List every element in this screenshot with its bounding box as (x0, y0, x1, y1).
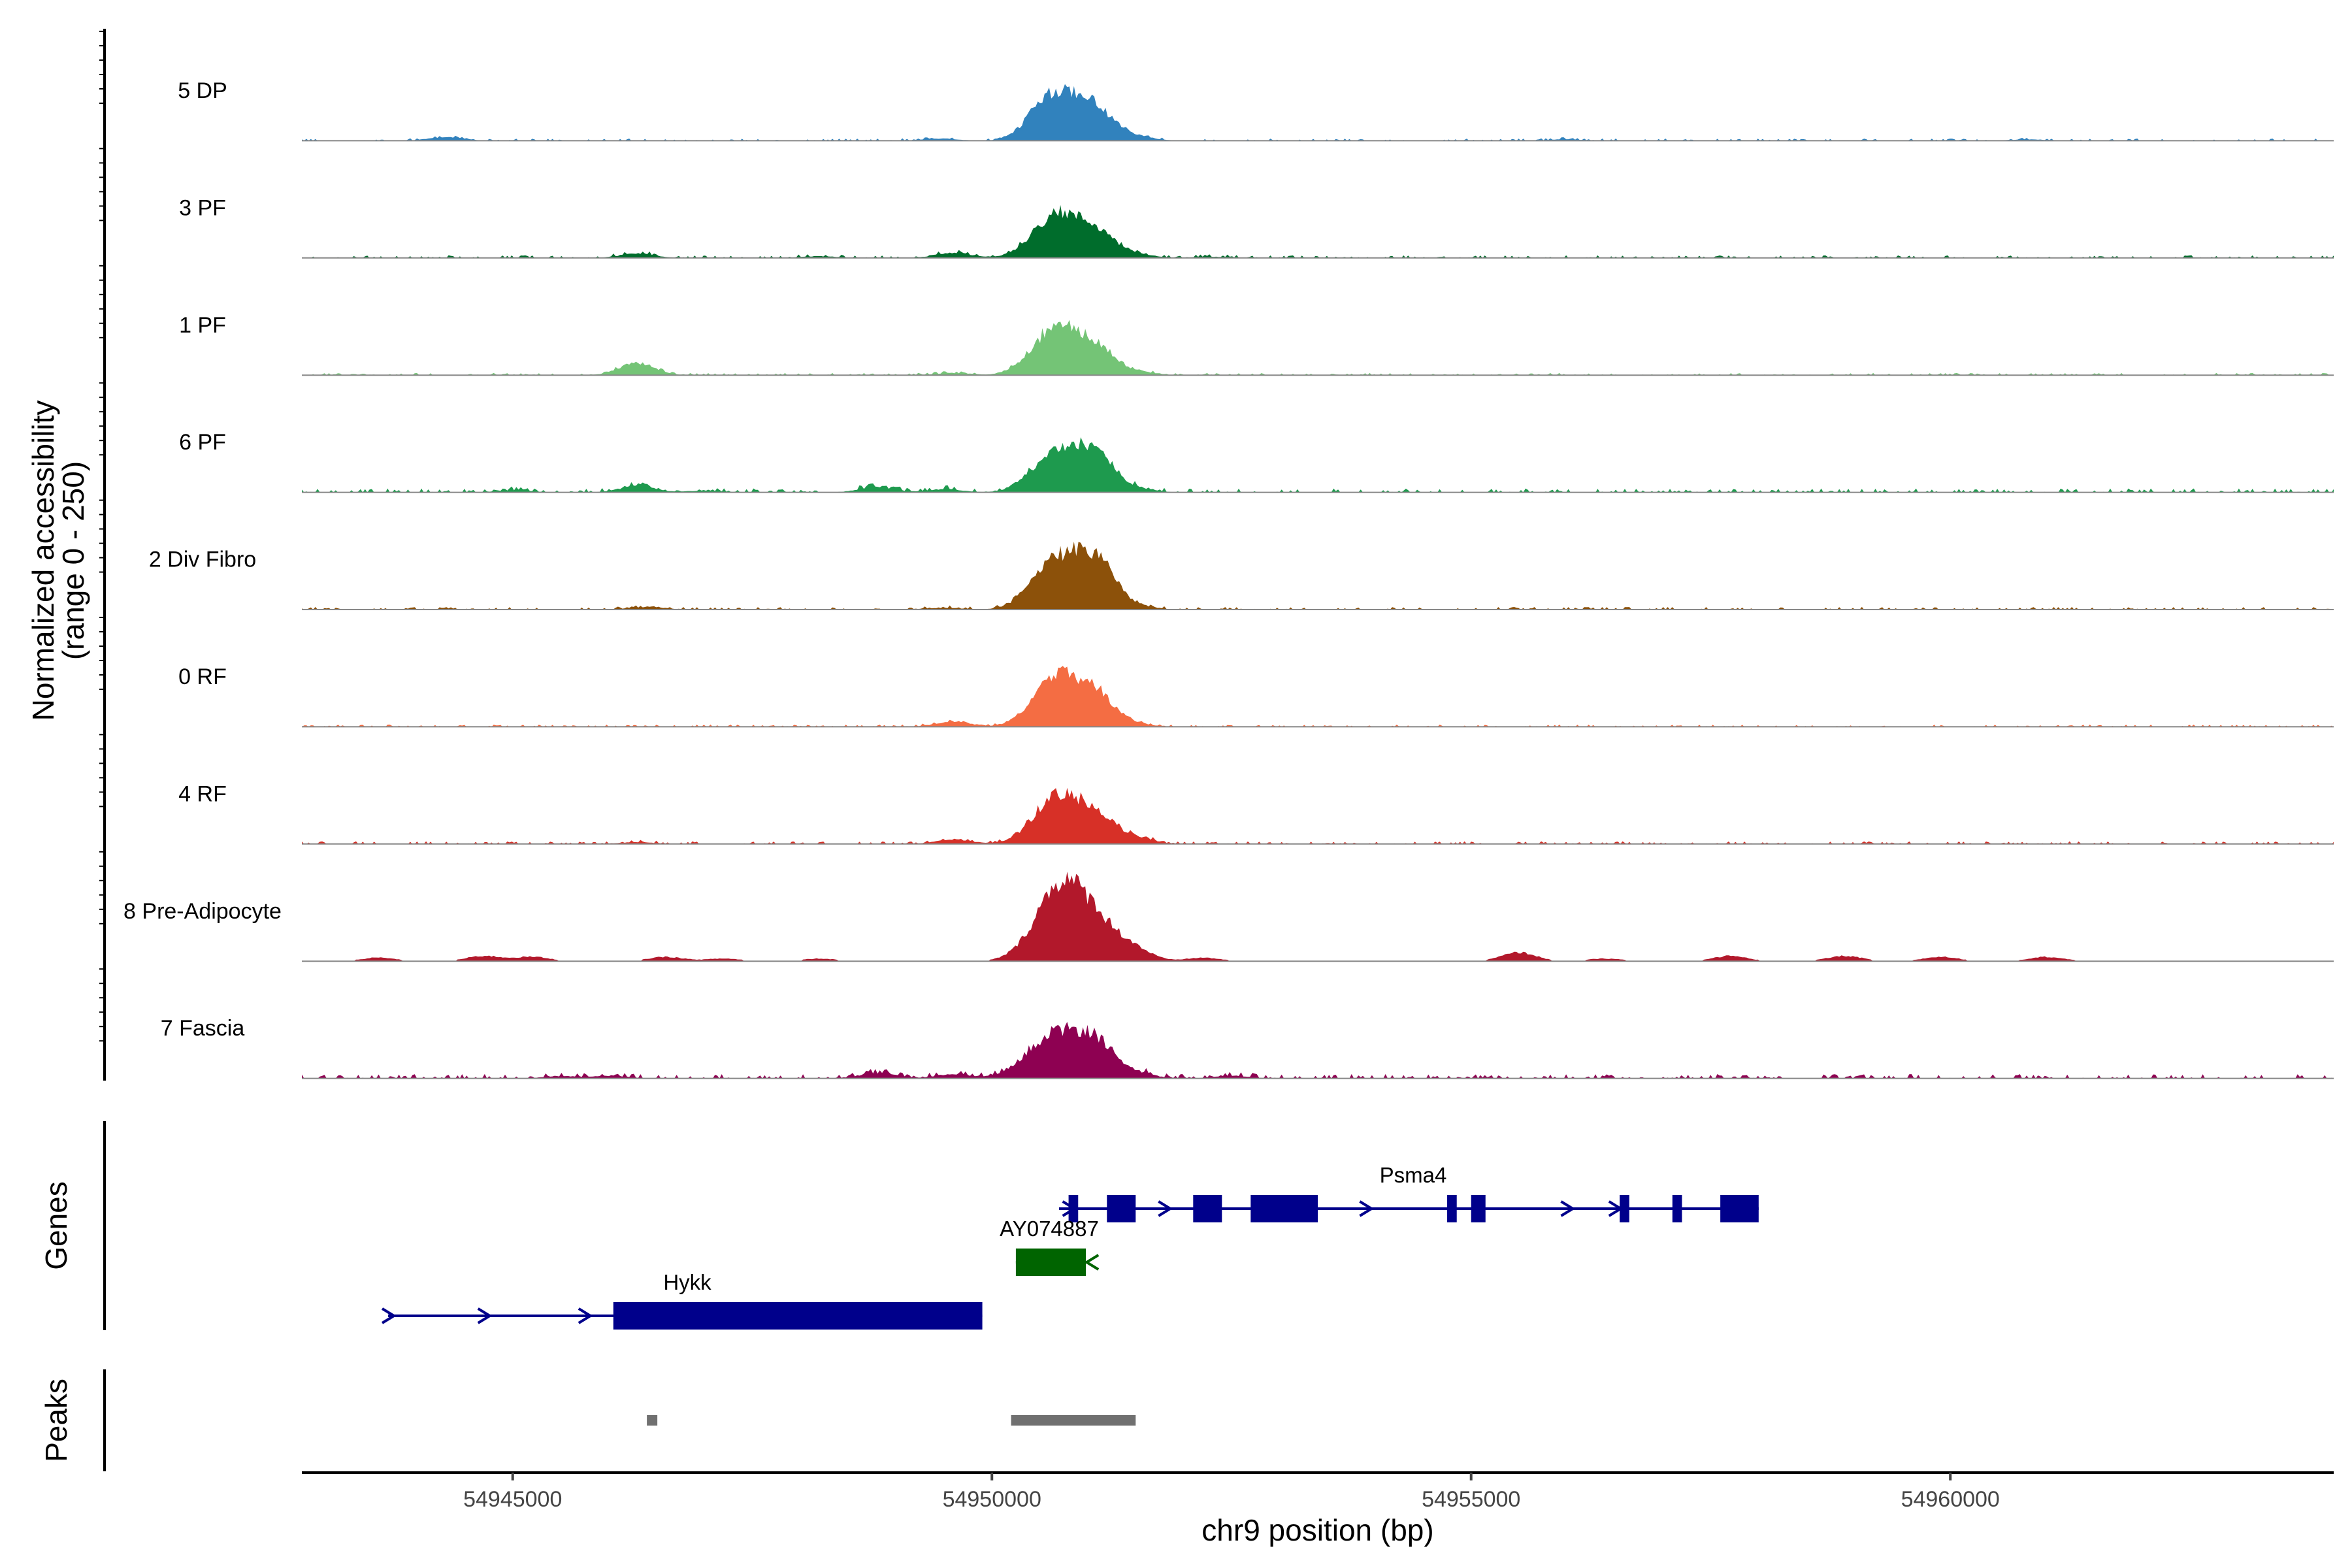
coverage-tracks (302, 84, 2334, 1079)
track-label: 8 Pre-Adipocyte (123, 899, 282, 924)
strand-arrow-icon (477, 1307, 493, 1324)
coverage-area-5-dp (302, 84, 2334, 141)
coverage-area-3-pf (302, 204, 2334, 258)
coverage-y-axis (99, 29, 106, 1081)
coverage-area-8-pre-adipocyte (302, 872, 2334, 962)
track-labels: 5 DP 3 PF 1 PF 6 PF 2 Div Fibro 0 RF 4 RF 8 Pre… (123, 78, 282, 1041)
strand-arrow-icon (381, 1307, 397, 1324)
strand-arrow-icon (578, 1307, 593, 1324)
peak-region (647, 1415, 658, 1426)
gene-exon (1620, 1195, 1629, 1222)
track-label: 2 Div Fibro (149, 547, 256, 572)
gene-annotation-track: Psma4 AY074887 Hykk (381, 1163, 1759, 1330)
coverage-area-2-div-fibro (302, 542, 2334, 610)
gene-name-label: AY074887 (1000, 1217, 1099, 1241)
coverage-area-6-pf (302, 437, 2334, 493)
x-axis-ticks: 54945000 54950000 54955000 54960000 (463, 1473, 2000, 1512)
track-label: 6 PF (179, 430, 226, 455)
y-axis-label-range: (range 0 - 250) (56, 461, 90, 660)
gene-psma4: Psma4 (1058, 1163, 1759, 1222)
strand-arrow-icon (1084, 1254, 1100, 1271)
strand-arrow-icon (1359, 1200, 1375, 1217)
x-tick-label: 54960000 (1901, 1487, 2000, 1512)
gene-hykk: Hykk (381, 1270, 983, 1330)
coverage-area-1-pf (302, 319, 2334, 376)
track-label: 4 RF (178, 781, 227, 806)
x-tick-label: 54945000 (463, 1487, 562, 1512)
gene-exon (1672, 1195, 1682, 1222)
peak-region (1011, 1415, 1136, 1426)
strand-arrow-icon (1158, 1200, 1173, 1217)
gene-exon (1250, 1195, 1318, 1222)
strand-arrow-icon (1062, 1200, 1077, 1217)
x-tick-label: 54955000 (1422, 1487, 1520, 1512)
coverage-area-4-rf (302, 787, 2334, 844)
gene-ay074887: AY074887 (1000, 1217, 1100, 1276)
gene-exon (1015, 1249, 1086, 1276)
track-label: 7 Fascia (161, 1016, 245, 1041)
gene-exon (1107, 1195, 1136, 1222)
track-label: 1 PF (179, 313, 226, 338)
gene-exon (1720, 1195, 1759, 1222)
peaks-track (647, 1415, 1136, 1426)
track-label: 0 RF (178, 664, 227, 689)
gene-exon (1471, 1195, 1486, 1222)
x-axis-title: chr9 position (bp) (1201, 1513, 1433, 1547)
gene-name-label: Hykk (663, 1270, 711, 1294)
gene-name-label: Psma4 (1380, 1163, 1447, 1187)
gene-exon (1193, 1195, 1222, 1222)
strand-arrow-icon (1560, 1200, 1576, 1217)
coverage-area-0-rf (302, 666, 2334, 727)
y-axis-label: Normalized accessibility (26, 400, 60, 721)
peaks-track-label: Peaks (39, 1379, 73, 1462)
gene-exon (1447, 1195, 1457, 1222)
genes-track-label: Genes (39, 1181, 73, 1270)
x-tick-label: 54950000 (943, 1487, 1041, 1512)
coverage-area-7-fascia (302, 1022, 2334, 1079)
gene-exon (613, 1302, 983, 1330)
track-label: 5 DP (178, 78, 227, 103)
track-label: 3 PF (179, 195, 226, 220)
strand-arrow-icon (1608, 1200, 1624, 1217)
